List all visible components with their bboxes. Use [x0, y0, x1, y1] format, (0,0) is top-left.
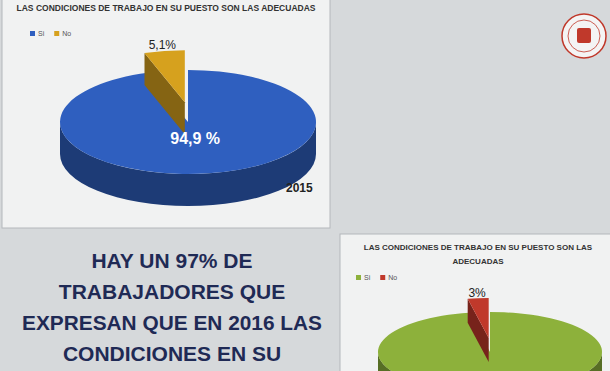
data-label: 3%: [468, 286, 486, 300]
slice-top: [378, 312, 602, 371]
legend-label: Si: [364, 274, 371, 281]
data-label: 5,1%: [149, 38, 177, 52]
legend-swatch: [30, 31, 35, 36]
legend-entry: Si: [356, 274, 371, 281]
legend-entry: Si: [30, 30, 45, 37]
pie: [60, 50, 316, 206]
slice-face: [468, 299, 489, 362]
headline-line: HAY UN 97% DE: [91, 249, 252, 272]
logo-ring: [562, 14, 606, 58]
legend-label: No: [388, 274, 397, 281]
slice-top: [60, 70, 316, 174]
chart-frame: [2, 0, 330, 228]
annotation: 2015: [286, 181, 313, 195]
slice-top: [468, 298, 489, 338]
poster: LAS CONDICIONES DE TRABAJO EN SU PUESTO …: [0, 0, 610, 371]
pie-slice: [468, 298, 489, 362]
pie-chart: LAS CONDICIONES DE TRABAJO EN SU PUESTO …: [2, 0, 330, 228]
logo-shield: [577, 28, 591, 43]
logo: [562, 14, 606, 58]
legend-entry: No: [380, 274, 397, 281]
title-line: LAS CONDICIONES DE TRABAJO EN SU PUESTO …: [364, 243, 593, 252]
legend-swatch: [356, 275, 361, 280]
headline-line: TRABAJADORES QUE: [59, 280, 285, 303]
headline-line: CONDICIONES EN SU: [63, 342, 281, 365]
legend-label: No: [62, 30, 71, 37]
legend-swatch: [54, 31, 59, 36]
title-line: LAS CONDICIONES DE TRABAJO EN SU PUESTO …: [17, 3, 316, 13]
chart-title: LAS CONDICIONES DE TRABAJO EN SU PUESTO …: [364, 243, 593, 266]
title-line: ADECUADAS: [452, 257, 504, 266]
pie-slice: [144, 50, 184, 134]
data-label: 94,9 %: [170, 130, 220, 147]
legend-entry: No: [54, 30, 71, 37]
headline-line: EXPRESAN QUE EN 2016 LAS: [22, 311, 322, 334]
slice-top: [144, 50, 184, 102]
legend-label: Si: [38, 30, 45, 37]
pie: [378, 298, 602, 371]
pie-slice: [60, 70, 316, 206]
legend-swatch: [380, 275, 385, 280]
logo-ring-inner: [568, 20, 600, 52]
pie-slice: [378, 312, 602, 371]
chart-title: LAS CONDICIONES DE TRABAJO EN SU PUESTO …: [17, 3, 316, 13]
pie-chart: LAS CONDICIONES DE TRABAJO EN SU PUESTO …: [340, 234, 610, 371]
